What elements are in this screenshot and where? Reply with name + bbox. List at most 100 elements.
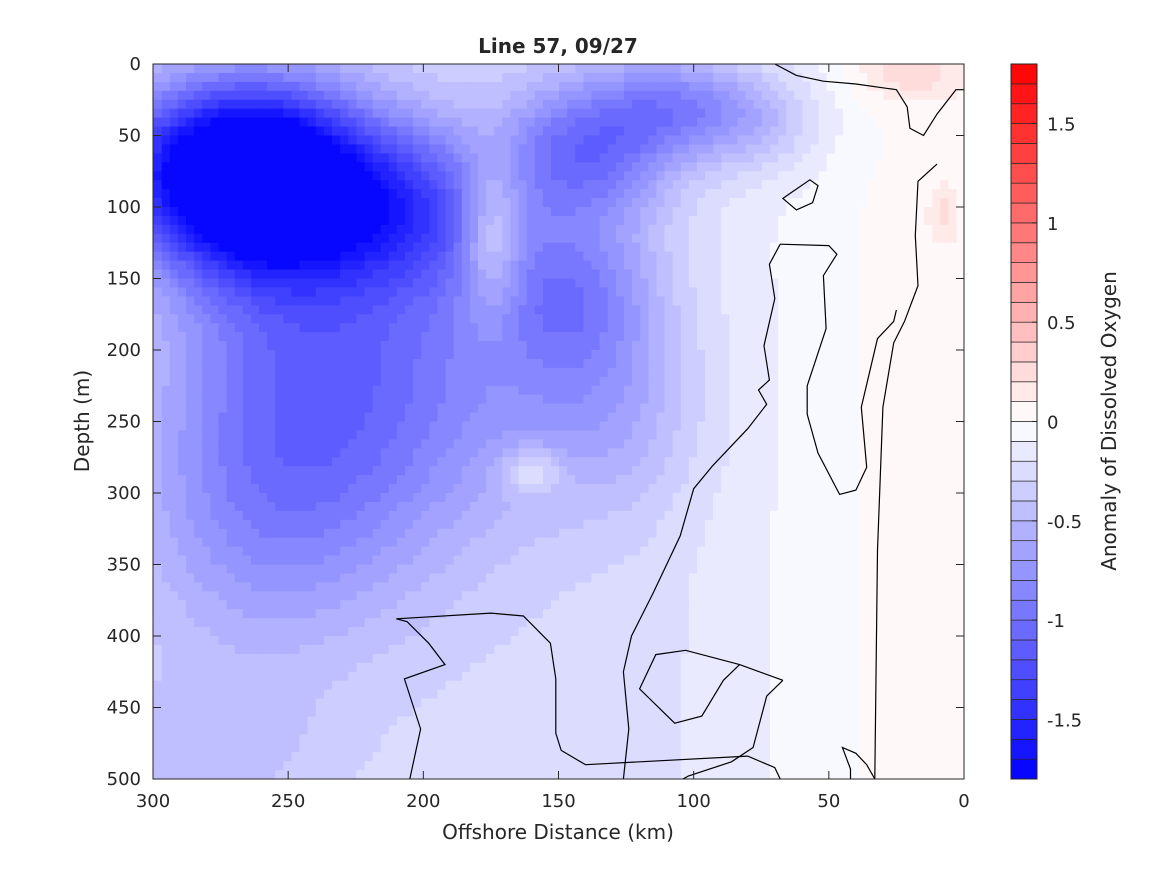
anomaly-cell <box>615 770 624 779</box>
anomaly-cell <box>874 725 884 735</box>
anomaly-cell <box>688 475 697 485</box>
anomaly-cell <box>493 653 503 664</box>
anomaly-cell <box>599 153 608 163</box>
anomaly-cell <box>566 743 576 753</box>
anomaly-cell <box>599 314 608 324</box>
anomaly-cell <box>493 573 503 583</box>
anomaly-cell <box>485 305 495 315</box>
anomaly-cell <box>818 251 827 262</box>
anomaly-cell <box>842 162 852 172</box>
anomaly-cell <box>818 81 827 92</box>
anomaly-cell <box>882 636 892 646</box>
anomaly-cell <box>777 367 787 378</box>
anomaly-cell <box>712 162 722 172</box>
anomaly-cell <box>485 734 495 744</box>
anomaly-cell <box>680 439 689 449</box>
anomaly-cell <box>469 251 478 262</box>
anomaly-cell <box>793 493 803 503</box>
anomaly-cell <box>688 591 697 601</box>
anomaly-cell <box>955 484 964 494</box>
anomaly-cell <box>509 126 519 137</box>
anomaly-cell <box>761 207 770 217</box>
anomaly-cell <box>923 72 933 83</box>
anomaly-cell <box>882 367 892 378</box>
anomaly-cell <box>769 117 779 128</box>
anomaly-cell <box>517 457 527 467</box>
anomaly-cell <box>923 671 933 682</box>
anomaly-cell <box>493 457 503 467</box>
anomaly-cell <box>907 269 916 280</box>
anomaly-cell <box>882 618 892 628</box>
anomaly-cell <box>899 501 908 512</box>
anomaly-cell <box>769 644 779 655</box>
anomaly-cell <box>574 707 584 718</box>
anomaly-cell <box>696 761 706 771</box>
anomaly-cell <box>526 269 535 280</box>
anomaly-cell <box>639 224 649 235</box>
anomaly-cell <box>850 296 860 306</box>
anomaly-cell <box>842 153 852 163</box>
anomaly-cell <box>485 582 495 592</box>
anomaly-cell <box>793 367 803 378</box>
anomaly-cell <box>834 358 843 369</box>
anomaly-cell <box>891 376 900 387</box>
anomaly-cell <box>485 314 495 324</box>
anomaly-cell <box>704 421 714 432</box>
anomaly-cell <box>469 126 478 137</box>
anomaly-cell <box>712 475 722 485</box>
anomaly-cell <box>647 636 657 646</box>
anomaly-cell <box>915 242 925 253</box>
anomaly-cell <box>599 207 608 217</box>
anomaly-cell <box>599 412 608 423</box>
anomaly-cell <box>720 707 730 718</box>
anomaly-cell <box>558 189 568 199</box>
anomaly-cell <box>501 224 511 235</box>
anomaly-cell <box>955 689 964 700</box>
anomaly-cell <box>939 448 949 458</box>
anomaly-cell <box>509 564 519 575</box>
anomaly-cell <box>558 332 568 342</box>
anomaly-cell <box>477 108 487 119</box>
anomaly-cell <box>712 618 722 628</box>
anomaly-cell <box>923 180 933 190</box>
anomaly-cell <box>680 332 689 342</box>
anomaly-cell <box>542 108 551 119</box>
anomaly-cell <box>477 207 487 217</box>
anomaly-cell <box>582 269 592 280</box>
anomaly-cell <box>907 734 916 744</box>
anomaly-cell <box>655 528 665 539</box>
anomaly-cell <box>550 215 560 226</box>
anomaly-cell <box>818 519 827 530</box>
anomaly-cell <box>712 367 722 378</box>
anomaly-cell <box>947 403 957 414</box>
anomaly-cell <box>866 689 876 700</box>
anomaly-cell <box>550 81 560 92</box>
anomaly-cell <box>623 761 633 771</box>
anomaly-cell <box>842 600 852 610</box>
anomaly-cell <box>615 126 624 137</box>
anomaly-cell <box>874 484 884 494</box>
anomaly-cell <box>647 618 657 628</box>
anomaly-cell <box>850 725 860 735</box>
anomaly-cell <box>761 439 770 449</box>
anomaly-cell <box>647 430 657 440</box>
anomaly-cell <box>882 64 892 74</box>
anomaly-cell <box>801 403 811 414</box>
anomaly-cell <box>647 269 657 280</box>
anomaly-cell <box>736 698 746 709</box>
anomaly-cell <box>672 537 681 548</box>
anomaly-cell <box>509 734 519 744</box>
anomaly-cell <box>688 296 697 306</box>
anomaly-cell <box>639 135 649 146</box>
anomaly-cell <box>631 466 641 476</box>
anomaly-cell <box>607 573 616 583</box>
anomaly-cell <box>639 528 649 539</box>
anomaly-cell <box>939 305 949 315</box>
anomaly-cell <box>899 618 908 628</box>
anomaly-cell <box>720 475 730 485</box>
anomaly-cell <box>477 135 487 146</box>
anomaly-cell <box>915 358 925 369</box>
anomaly-cell <box>672 680 681 691</box>
anomaly-cell <box>639 493 649 503</box>
anomaly-cell <box>736 278 746 289</box>
